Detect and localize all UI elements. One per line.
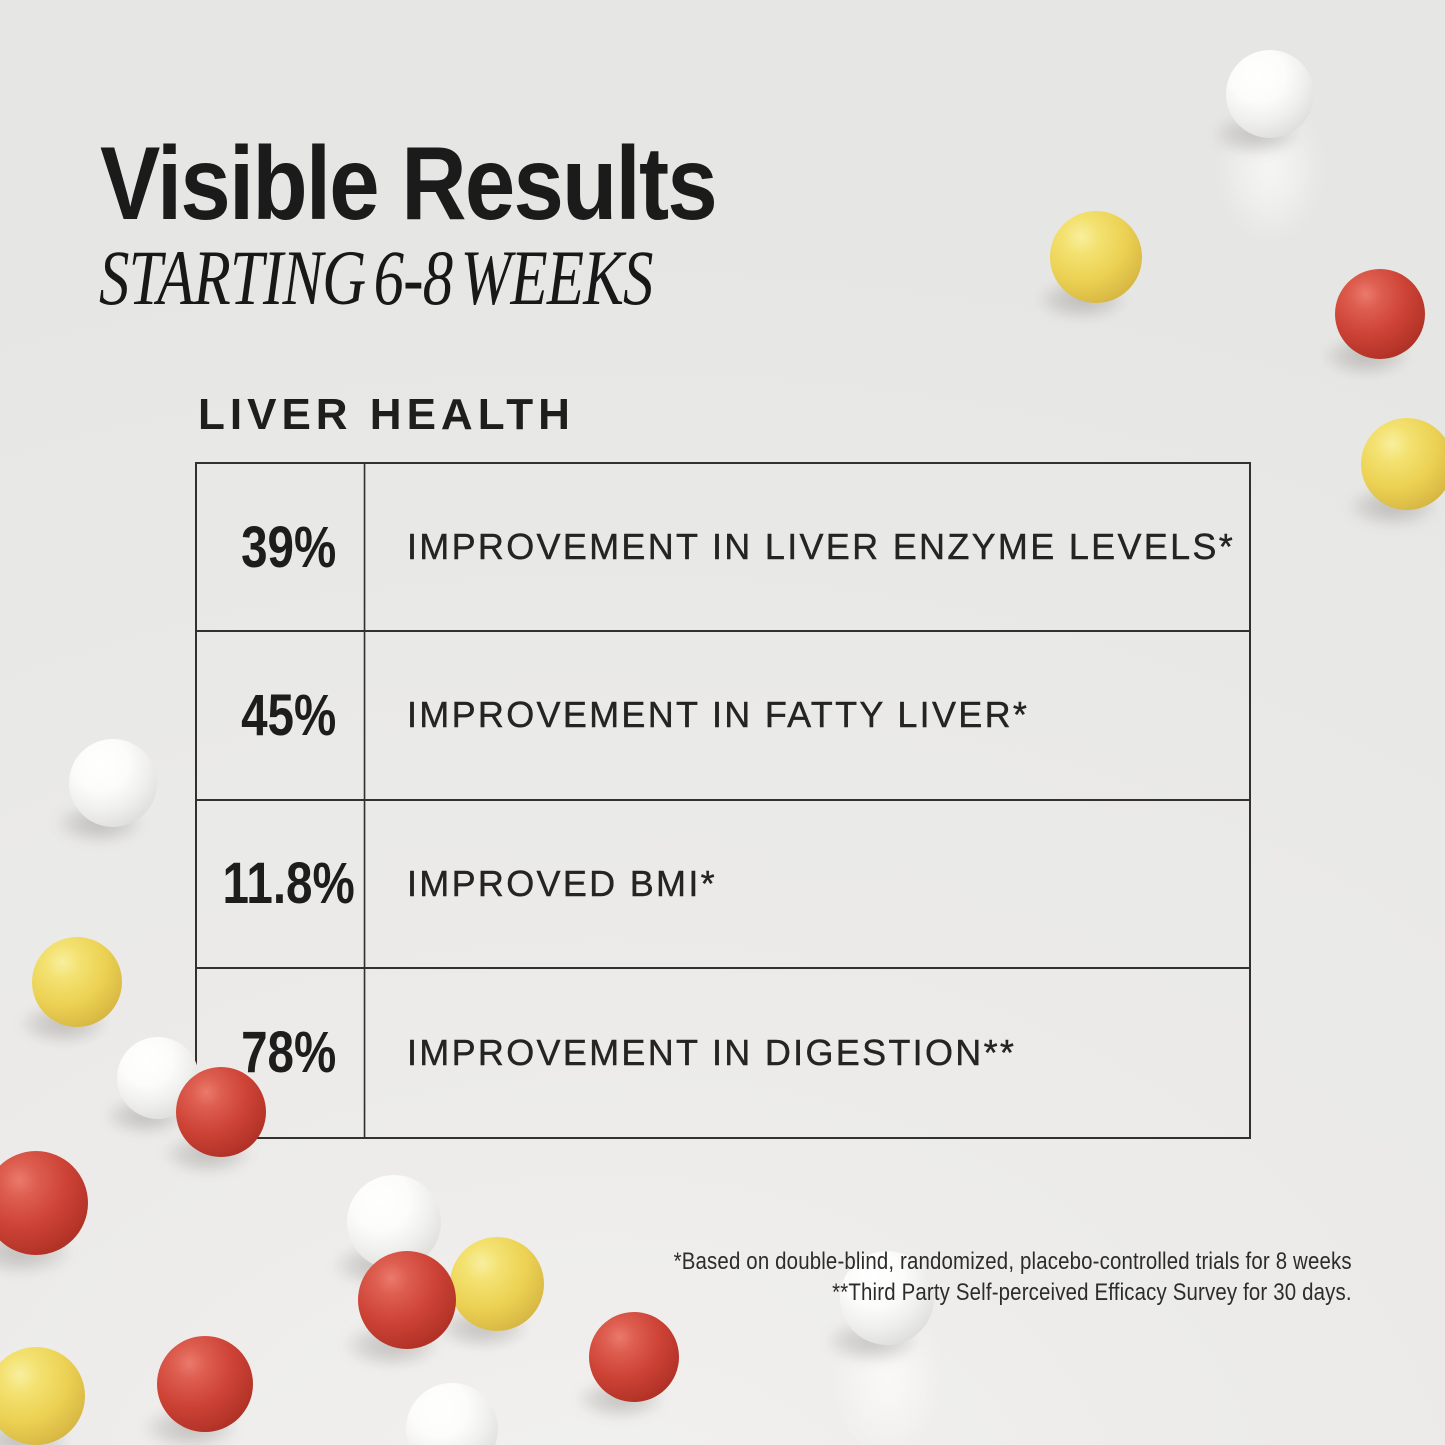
table-row: 11.8% IMPROVED BMI* xyxy=(197,800,1249,969)
page-subtitle: STARTING 6-8 WEEKS xyxy=(99,234,653,321)
table-row: 78% IMPROVEMENT IN DIGESTION** xyxy=(197,968,1249,1137)
table-row: 39% IMPROVEMENT IN LIVER ENZYME LEVELS* xyxy=(197,464,1249,633)
footnote-line: **Third Party Self-perceived Efficacy Su… xyxy=(832,1279,1352,1306)
metric-label: IMPROVEMENT IN DIGESTION** xyxy=(407,1031,1017,1073)
metric-value: 11.8% xyxy=(214,800,366,967)
section-heading: LIVER HEALTH xyxy=(198,390,575,439)
table-row: 45% IMPROVEMENT IN FATTY LIVER* xyxy=(197,632,1249,801)
page-title: Visible Results xyxy=(100,126,718,242)
metric-label: IMPROVEMENT IN FATTY LIVER* xyxy=(407,694,1030,736)
footnote-line: *Based on double-blind, randomized, plac… xyxy=(673,1248,1352,1275)
metric-value: 45% xyxy=(214,632,366,799)
results-table: 39% IMPROVEMENT IN LIVER ENZYME LEVELS* … xyxy=(195,462,1251,1139)
metric-label: IMPROVED BMI* xyxy=(407,862,717,904)
metric-value: 39% xyxy=(214,464,366,631)
metric-value: 78% xyxy=(214,968,366,1137)
metric-label: IMPROVEMENT IN LIVER ENZYME LEVELS* xyxy=(407,526,1236,568)
footnotes: *Based on double-blind, randomized, plac… xyxy=(674,1246,1352,1308)
